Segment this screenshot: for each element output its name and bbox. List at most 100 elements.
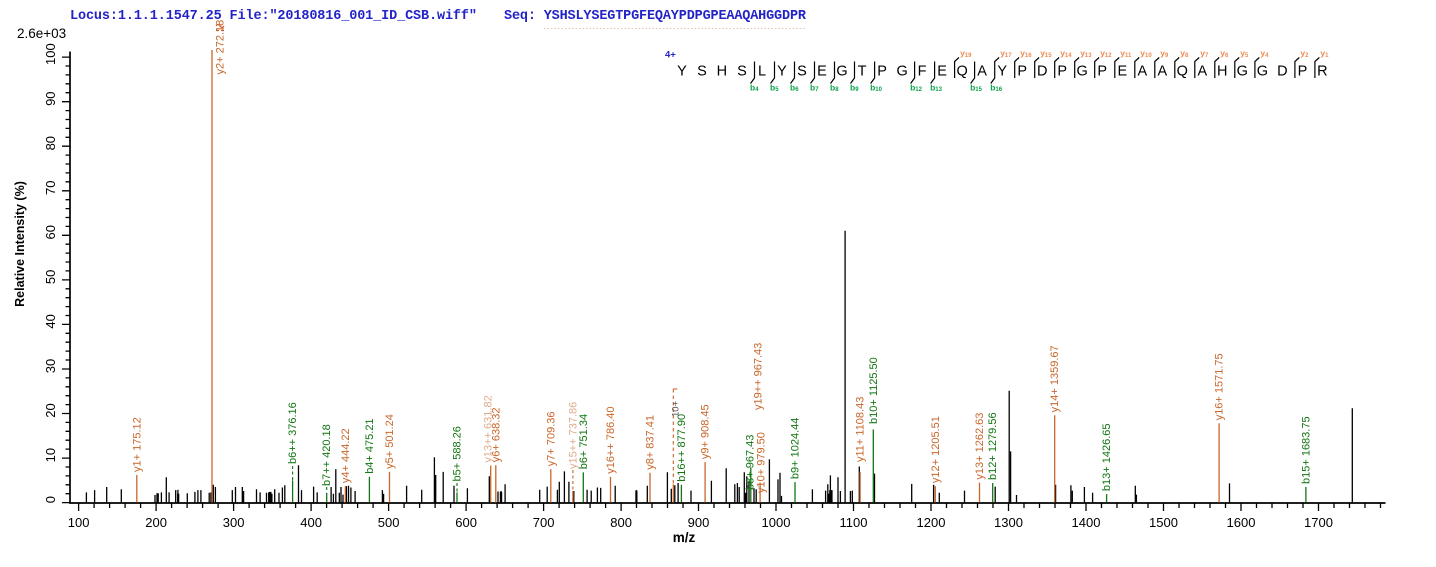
svg-text:100: 100 [68,515,90,530]
svg-text:y9+ 908.45: y9+ 908.45 [700,404,712,459]
svg-text:y5: y5 [1240,48,1249,59]
svg-text:b7: b7 [810,82,819,93]
svg-text:y14+ 1359.67: y14+ 1359.67 [1049,345,1061,412]
svg-text:P: P [1097,64,1107,80]
svg-text:b13: b13 [930,82,943,93]
svg-text:b13+ 1426.65: b13+ 1426.65 [1101,423,1113,491]
svg-text:Q: Q [1177,64,1188,80]
svg-text:90: 90 [43,91,58,105]
svg-text:Locus:1.1.1.1547.25 File:"2018: Locus:1.1.1.1547.25 File:"20180816_001_I… [70,9,477,24]
svg-text:P: P [1298,64,1308,80]
svg-text:y10+ 979.50: y10+ 979.50 [756,432,768,493]
svg-text:500: 500 [378,515,400,530]
svg-text:b15+ 1683.75: b15+ 1683.75 [1300,416,1312,484]
svg-text:F: F [918,64,927,80]
svg-text:y8: y8 [1180,48,1189,59]
svg-text:y1: y1 [1320,48,1329,59]
svg-text:Y: Y [997,64,1007,80]
svg-text:y1+ 175.12: y1+ 175.12 [131,417,143,472]
svg-text:b4: b4 [750,82,759,93]
svg-text:D: D [1037,64,1047,80]
svg-text:y7+ 709.36: y7+ 709.36 [545,411,557,466]
svg-text:b9+ 1024.44: b9+ 1024.44 [790,418,802,479]
svg-text:b7++ 420.18: b7++ 420.18 [321,424,333,486]
svg-text:b12+ 1279.56: b12+ 1279.56 [987,412,999,480]
svg-text:y12: y12 [1100,48,1112,59]
svg-text:A: A [1137,64,1147,80]
svg-text:700: 700 [533,515,555,530]
svg-text:b6+ 751.34: b6+ 751.34 [578,414,590,469]
svg-text:y2+ 272.18: y2+ 272.18 [215,20,227,75]
svg-text:P: P [877,64,887,80]
svg-text:T: T [858,64,867,80]
svg-text:4+: 4+ [665,50,676,61]
svg-text:S: S [697,64,707,80]
svg-text:S: S [737,64,747,80]
svg-text:y17: y17 [1000,48,1012,59]
svg-text:A: A [977,64,987,80]
svg-text:0: 0 [43,496,58,503]
svg-text:P: P [1057,64,1067,80]
svg-text:y4+ 444.22: y4+ 444.22 [340,428,352,483]
svg-text:1400: 1400 [1072,515,1101,530]
svg-text:y10: y10 [1140,48,1152,59]
svg-text:70: 70 [43,181,58,195]
svg-text:1600: 1600 [1227,515,1256,530]
svg-text:A: A [1197,64,1207,80]
svg-text:Seq: YSHSLYSEGTPGFEQAYPDPGPEAA: Seq: YSHSLYSEGTPGFEQAYPDPGPEAAQAHGGDPR [504,9,807,24]
svg-text:y16++ 786.40: y16++ 786.40 [605,407,617,474]
svg-text:b15: b15 [970,82,983,93]
svg-text:y19: y19 [960,48,972,59]
svg-text:b12: b12 [910,82,923,93]
svg-text:y13++ 631.82: y13++ 631.82 [483,395,495,462]
svg-text:10+: 10+ [670,400,681,417]
svg-text:b5: b5 [770,82,779,93]
svg-text:40: 40 [43,314,58,328]
svg-text:b6: b6 [790,82,799,93]
svg-text:P: P [1017,64,1027,80]
svg-text:Relative Intensity (%): Relative Intensity (%) [13,181,27,307]
svg-text:2.6e+03: 2.6e+03 [17,26,66,41]
svg-text:E: E [817,64,827,80]
svg-text:b10+ 1125.50: b10+ 1125.50 [868,357,880,424]
svg-text:60: 60 [43,225,58,239]
svg-text:y15: y15 [1040,48,1052,59]
svg-text:Q: Q [956,64,967,80]
svg-text:200: 200 [145,515,167,530]
svg-text:y16: y16 [1020,48,1032,59]
svg-text:1300: 1300 [994,515,1023,530]
svg-text:b9: b9 [850,82,859,93]
svg-text:100: 100 [43,43,58,65]
svg-text:S: S [797,64,807,80]
svg-text:800: 800 [610,515,632,530]
svg-text:y6: y6 [1220,48,1229,59]
svg-text:b16: b16 [990,82,1003,93]
svg-text:G: G [1077,64,1088,80]
svg-text:b8: b8 [830,82,839,93]
svg-text:b8+ 967.43: b8+ 967.43 [744,435,756,490]
svg-text:y6+ 638.32: y6+ 638.32 [490,407,502,462]
svg-text:1200: 1200 [917,515,946,530]
svg-text:R: R [1317,64,1327,80]
svg-text:b4+ 475.21: b4+ 475.21 [364,418,376,473]
svg-text:20: 20 [43,403,58,417]
svg-text:300: 300 [223,515,245,530]
svg-text:1700: 1700 [1304,515,1333,530]
svg-text:H: H [1217,64,1227,80]
svg-text:50: 50 [43,270,58,284]
svg-text:G: G [1237,64,1248,80]
svg-text:y11+ 1108.43: y11+ 1108.43 [855,397,867,462]
svg-text:b10: b10 [870,82,883,93]
svg-text:y15++ 737.86: y15++ 737.86 [567,402,579,469]
svg-text:y13: y13 [1080,48,1092,59]
svg-text:Y: Y [777,64,787,80]
svg-text:y13+ 1262.63: y13+ 1262.63 [974,413,986,480]
svg-text:b16++ 877.90: b16++ 877.90 [676,414,688,482]
svg-text:G: G [896,64,907,80]
svg-text:y8+ 837.41: y8+ 837.41 [645,415,657,470]
svg-text:b6++ 376.16: b6++ 376.16 [287,402,299,464]
svg-text:y9: y9 [1160,48,1169,59]
svg-text:G: G [836,64,847,80]
svg-text:y2: y2 [1300,48,1309,59]
svg-text:400: 400 [300,515,322,530]
